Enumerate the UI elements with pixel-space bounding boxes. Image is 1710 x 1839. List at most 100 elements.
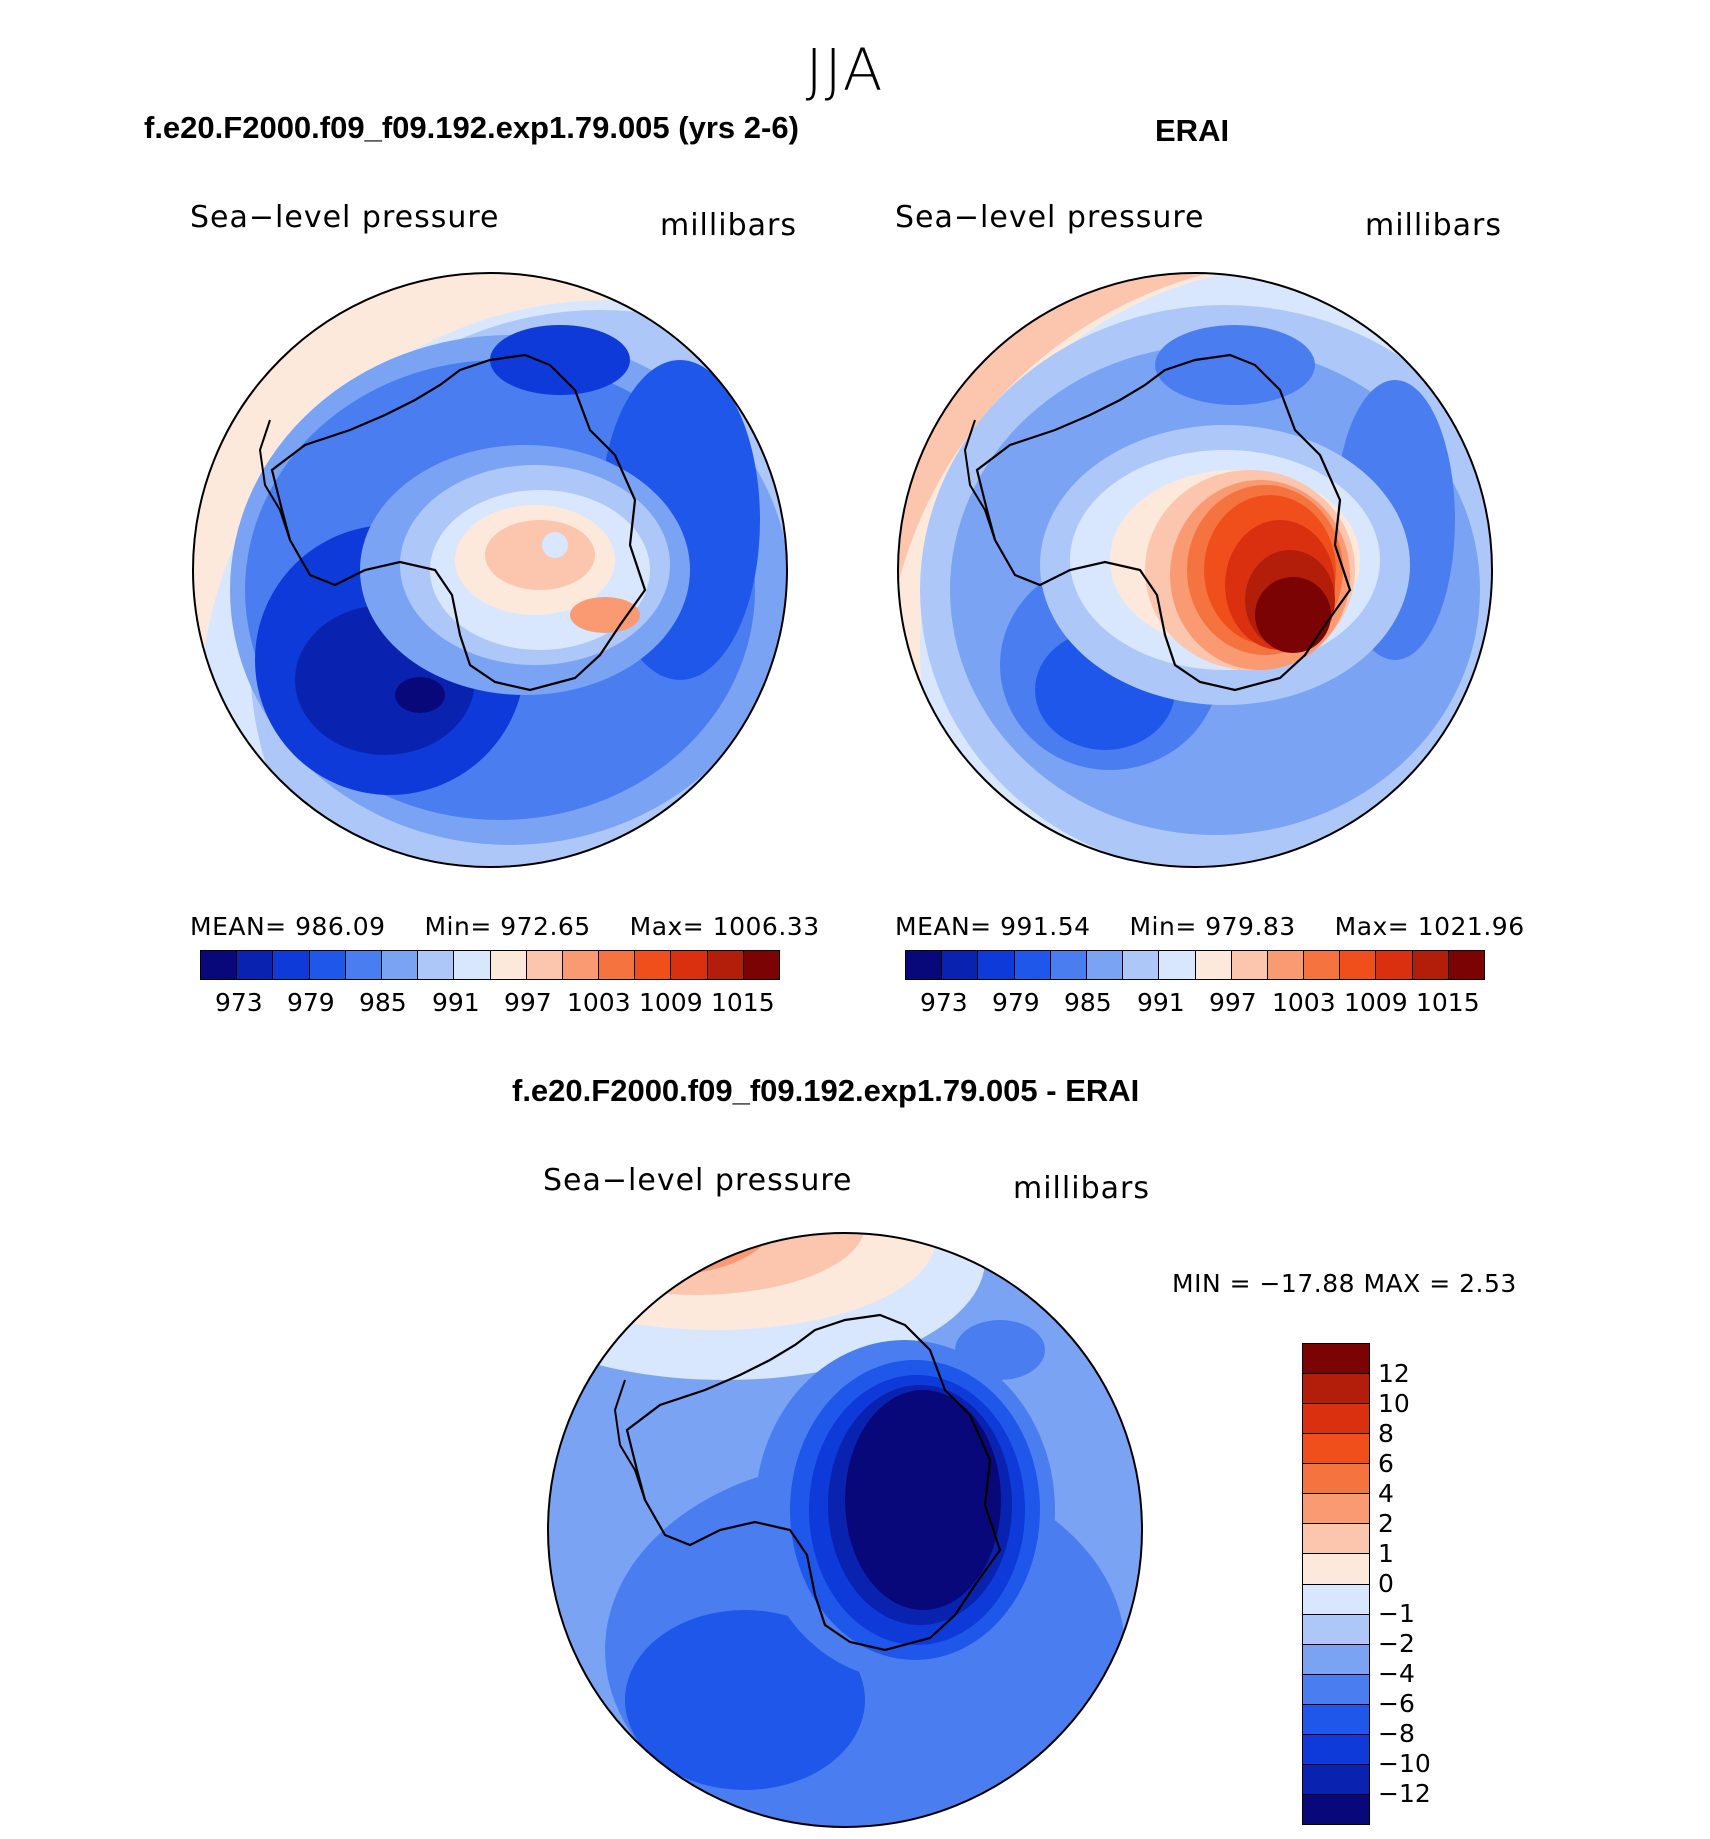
panel2-peninsula	[963, 419, 996, 541]
panel1-tick-label: 1015	[711, 988, 775, 1017]
panel1-colorbar-cell	[345, 951, 382, 979]
panel1-colorbar-cell	[599, 951, 636, 979]
panel2-colorbar-cell	[1412, 951, 1449, 979]
panel2-colorbar-cell	[906, 951, 943, 979]
panel2-tick-label: 997	[1209, 988, 1257, 1017]
panel3-colorbar-cell	[1303, 1434, 1369, 1465]
panel1-colorbar-cell	[201, 951, 238, 979]
panel1-colorbar-cell	[273, 951, 310, 979]
panel3-units: millibars	[1013, 1171, 1150, 1206]
panel1-stats: MEAN= 986.09 Min= 972.65 Max= 1006.33	[190, 912, 820, 941]
panel2-colorbar-cell	[1014, 951, 1051, 979]
panel1-colorbar-cell	[671, 951, 708, 979]
panel1-coastline	[270, 353, 647, 692]
panel2-min-value: 979.83	[1205, 912, 1296, 941]
panel1-tick-label: 985	[359, 988, 407, 1017]
panel1-tick-label: 1009	[639, 988, 703, 1017]
panel3-coastline	[625, 1313, 1002, 1652]
panel3-colorbar-cell	[1303, 1794, 1369, 1824]
panel1-tick-label: 991	[432, 988, 480, 1017]
panel1-colorbar-cell	[526, 951, 563, 979]
panel3-tick-label: 1	[1378, 1539, 1394, 1568]
panel3-tick-label: −1	[1378, 1599, 1415, 1628]
panel3-colorbar-cell	[1303, 1374, 1369, 1405]
panel2-colorbar-cell	[1448, 951, 1484, 979]
panel2-min-label: Min=	[1129, 912, 1197, 941]
panel1-low-west-min	[395, 677, 445, 713]
panel1-colorbar-cell	[743, 951, 779, 979]
panel1-colorbar-cell	[381, 951, 419, 979]
panel3-tick-label: 8	[1378, 1419, 1394, 1448]
panel2-colorbar-cell	[1376, 951, 1413, 979]
panel2-tick-label: 991	[1137, 988, 1185, 1017]
panel3-tick-label: 4	[1378, 1479, 1394, 1508]
panel3-tick-label: 10	[1378, 1389, 1410, 1418]
panel1-variable: Sea−level pressure	[190, 200, 500, 235]
panel2-tick-label: 979	[992, 988, 1040, 1017]
panel3-colorbar-cell	[1303, 1524, 1369, 1555]
panel2-coastline	[975, 353, 1352, 692]
panel1-colorbar-cell	[309, 951, 346, 979]
panel3-peninsula	[613, 1379, 646, 1501]
panel1-colorbar	[200, 950, 780, 980]
panel1-low-northeast	[490, 325, 630, 395]
panel2-colorbar-cell	[1050, 951, 1087, 979]
panel1-colorbar-cell	[418, 951, 455, 979]
panel1-max-value: 1006.33	[712, 912, 820, 941]
panel3-tick-label: −6	[1378, 1689, 1415, 1718]
panel3-colorbar-cell	[1303, 1704, 1369, 1735]
panel3-tick-label: −12	[1378, 1779, 1431, 1808]
panel3-tick-label: −2	[1378, 1629, 1415, 1658]
panel2-title: ERAI	[1155, 113, 1230, 148]
panel3-colorbar-cell	[1303, 1584, 1369, 1615]
panel3-colorbar-cell	[1303, 1734, 1369, 1765]
panel2-outline	[897, 272, 1493, 868]
panel3-colorbar-cell	[1303, 1464, 1369, 1495]
panel3-colorbar-cell	[1303, 1614, 1369, 1645]
panel1-mean-label: MEAN=	[190, 912, 287, 941]
panel3-colorbar-cell	[1303, 1644, 1369, 1675]
panel3-colorbar-cell	[1303, 1764, 1369, 1795]
panel2-colorbar-cell	[1267, 951, 1305, 979]
panel3-tick-label: 12	[1378, 1359, 1410, 1388]
panel3-tick-label: 6	[1378, 1449, 1394, 1478]
panel3-map	[547, 1232, 1143, 1828]
panel1-colorbar-cell	[237, 951, 274, 979]
panel2-colorbar-cell	[1086, 951, 1124, 979]
panel2-colorbar-cell	[1304, 951, 1341, 979]
panel3-neg-south	[625, 1610, 865, 1790]
panel3-colorbar-cell	[1303, 1404, 1369, 1435]
panel2-tick-label: 1003	[1272, 988, 1336, 1017]
panel2-units: millibars	[1365, 208, 1502, 243]
panel3-colorbar-cell	[1303, 1344, 1369, 1375]
panel2-stats: MEAN= 991.54 Min= 979.83 Max= 1021.96	[895, 912, 1525, 941]
panel1-colorbar-cell	[707, 951, 744, 979]
panel3-colorbar-cell	[1303, 1674, 1369, 1705]
panel2-max-value: 1021.96	[1417, 912, 1525, 941]
panel3-stats: MIN = −17.88 MAX = 2.53	[1172, 1269, 1517, 1298]
panel2-colorbar-cell	[1340, 951, 1377, 979]
panel1-colorbar-cell	[454, 951, 491, 979]
panel1-colorbar-cell	[635, 951, 672, 979]
panel3-tick-label: 0	[1378, 1569, 1394, 1598]
panel3-tick-label: −8	[1378, 1719, 1415, 1748]
season-title: JJA	[805, 36, 885, 104]
panel1-map	[192, 272, 788, 868]
panel1-outline	[192, 272, 788, 868]
panel3-variable: Sea−level pressure	[543, 1163, 853, 1198]
panel3-title: f.e20.F2000.f09_f09.192.exp1.79.005 - ER…	[512, 1073, 1140, 1108]
panel1-min-value: 972.65	[500, 912, 591, 941]
panel3-tick-label: −10	[1378, 1749, 1431, 1778]
panel1-tick-label: 979	[287, 988, 335, 1017]
panel1-title: f.e20.F2000.f09_f09.192.exp1.79.005 (yrs…	[144, 110, 799, 145]
panel1-max-label: Max=	[629, 912, 705, 941]
panel2-mean-label: MEAN=	[895, 912, 992, 941]
panel2-max-label: Max=	[1334, 912, 1410, 941]
panel3-outline	[547, 1232, 1143, 1828]
panel2-colorbar-cell	[978, 951, 1015, 979]
panel1-ice-6	[570, 597, 640, 633]
panel2-tick-label: 973	[920, 988, 968, 1017]
panel2-colorbar-cell	[1195, 951, 1232, 979]
panel2-colorbar	[905, 950, 1485, 980]
panel3-tick-label: 2	[1378, 1509, 1394, 1538]
